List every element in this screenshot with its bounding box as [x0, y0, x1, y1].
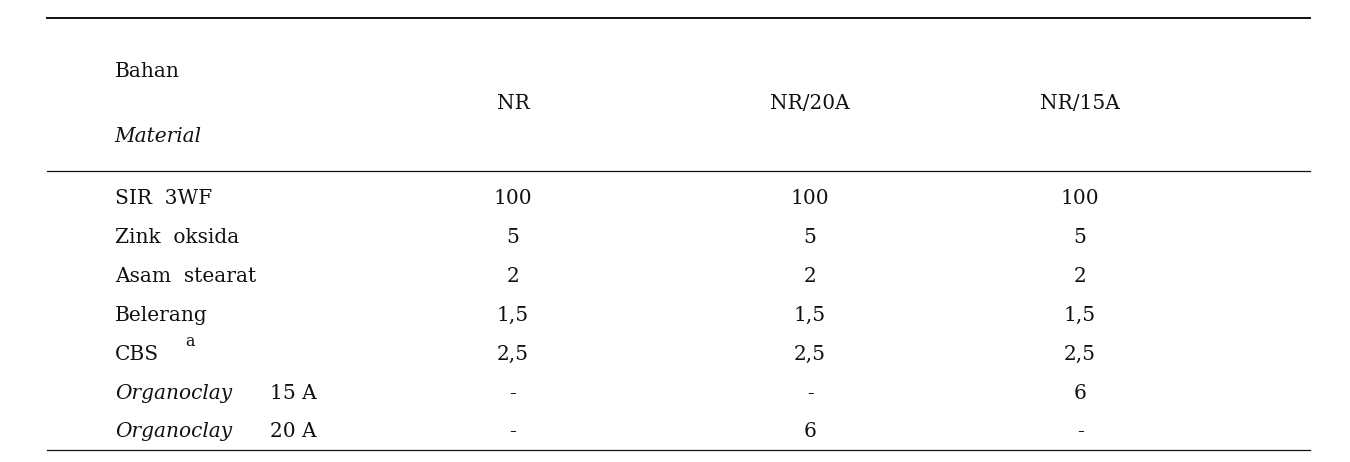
Text: 6: 6: [1073, 383, 1087, 402]
Text: 6: 6: [803, 422, 817, 442]
Text: 2: 2: [1073, 267, 1087, 286]
Text: -: -: [510, 422, 516, 442]
Text: Organoclay: Organoclay: [115, 422, 232, 442]
Text: 2,5: 2,5: [1064, 345, 1096, 364]
Text: Organoclay: Organoclay: [115, 383, 232, 402]
Text: 2: 2: [506, 267, 520, 286]
Text: SIR  3WF: SIR 3WF: [115, 189, 212, 208]
Text: 1,5: 1,5: [497, 306, 529, 325]
Text: 100: 100: [791, 189, 829, 208]
Text: 5: 5: [803, 228, 817, 247]
Text: NR/15A: NR/15A: [1040, 94, 1120, 114]
Text: Asam  stearat: Asam stearat: [115, 267, 256, 286]
Text: 5: 5: [1073, 228, 1087, 247]
Text: 20 A: 20 A: [270, 422, 317, 442]
Text: 2,5: 2,5: [497, 345, 529, 364]
Text: Material: Material: [115, 127, 201, 146]
Text: a: a: [185, 333, 194, 350]
Text: 5: 5: [506, 228, 520, 247]
Text: Zink  oksida: Zink oksida: [115, 228, 239, 247]
Text: Bahan: Bahan: [115, 62, 180, 81]
Text: 1,5: 1,5: [1064, 306, 1096, 325]
Text: 1,5: 1,5: [794, 306, 826, 325]
Text: 2: 2: [803, 267, 817, 286]
Text: -: -: [510, 383, 516, 402]
Text: -: -: [1077, 422, 1083, 442]
Text: CBS: CBS: [115, 345, 159, 364]
Text: 2,5: 2,5: [794, 345, 826, 364]
Text: NR: NR: [497, 94, 529, 114]
Text: 15 A: 15 A: [270, 383, 317, 402]
Text: 100: 100: [494, 189, 532, 208]
Text: NR/20A: NR/20A: [769, 94, 850, 114]
Text: 100: 100: [1061, 189, 1099, 208]
Text: Belerang: Belerang: [115, 306, 208, 325]
Text: -: -: [806, 383, 813, 402]
